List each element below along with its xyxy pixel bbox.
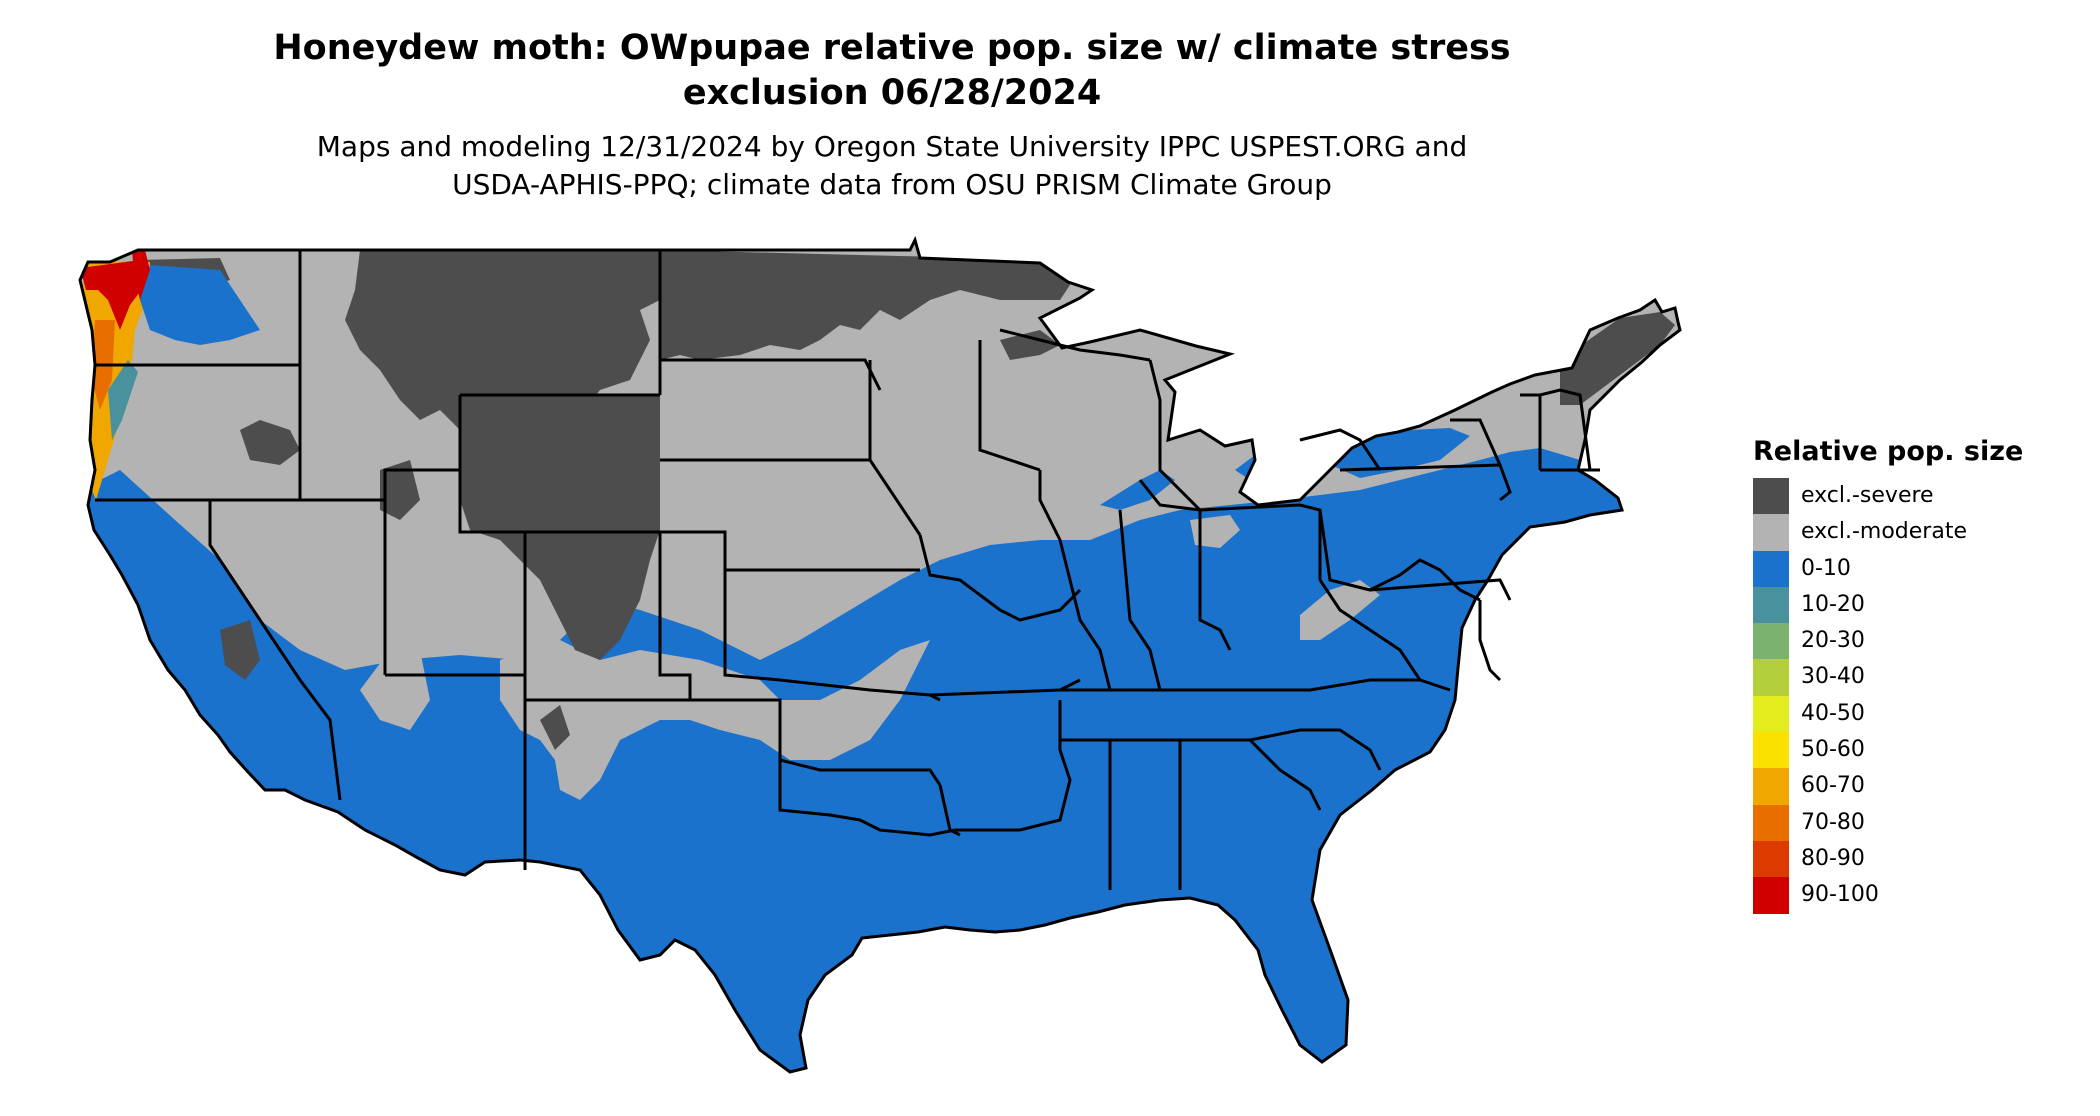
legend-swatch — [1753, 586, 1789, 624]
legend-label: 20-30 — [1801, 628, 1865, 654]
legend-title: Relative pop. size — [1753, 436, 2024, 467]
legend-swatch — [1753, 478, 1789, 515]
legend-item: 80-90 — [1753, 840, 2083, 878]
legend: Relative pop. size excl.-severe excl.-mod… — [1753, 432, 2083, 914]
legend-item: 60-70 — [1753, 768, 2083, 805]
map-subtitle-line-2: USDA-APHIS-PPQ; climate data from OSU PR… — [452, 168, 1332, 201]
map-title-line-1: Honeydew moth: OWpupae relative pop. siz… — [273, 28, 1511, 68]
legend-item: 70-80 — [1753, 804, 2083, 841]
legend-label: 30-40 — [1801, 664, 1865, 690]
legend-swatch — [1753, 514, 1789, 551]
legend-item: 50-60 — [1753, 732, 2083, 769]
legend-item: 30-40 — [1753, 659, 2083, 696]
legend-swatch — [1753, 804, 1789, 841]
legend-swatch — [1753, 623, 1789, 660]
legend-items: excl.-severe excl.-moderate 0-10 10-20 20-30… — [1753, 478, 2083, 914]
legend-item: 0-10 — [1753, 550, 2083, 587]
map-subtitle-line-1: Maps and modeling 12/31/2024 by Oregon S… — [316, 130, 1468, 163]
legend-label: excl.-severe — [1801, 483, 1934, 508]
legend-label: excl.-moderate — [1801, 519, 1967, 545]
legend-swatch — [1753, 732, 1789, 769]
legend-swatch — [1753, 768, 1789, 805]
legend-swatch — [1753, 695, 1789, 733]
legend-swatch — [1753, 659, 1789, 696]
legend-label: 60-70 — [1801, 773, 1865, 799]
legend-item: 40-50 — [1753, 695, 2083, 733]
legend-swatch — [1753, 840, 1789, 878]
legend-label: 70-80 — [1801, 809, 1865, 835]
us-population-map — [78, 238, 1682, 1074]
legend-label: 50-60 — [1801, 737, 1865, 763]
map-title-line-2: exclusion 06/28/2024 — [682, 73, 1102, 113]
legend-label: 10-20 — [1801, 591, 1865, 617]
legend-item: 20-30 — [1753, 623, 2083, 660]
legend-item: 10-20 — [1753, 586, 2083, 624]
legend-item: excl.-severe — [1753, 478, 2083, 515]
legend-label: 0-10 — [1801, 555, 1851, 581]
legend-label: 90-100 — [1801, 882, 1879, 908]
legend-item: excl.-moderate — [1753, 514, 2083, 551]
legend-swatch — [1753, 550, 1789, 587]
legend-label: 40-50 — [1801, 700, 1865, 726]
legend-item: 90-100 — [1753, 877, 2083, 914]
legend-swatch — [1753, 877, 1789, 914]
legend-label: 80-90 — [1801, 845, 1865, 871]
